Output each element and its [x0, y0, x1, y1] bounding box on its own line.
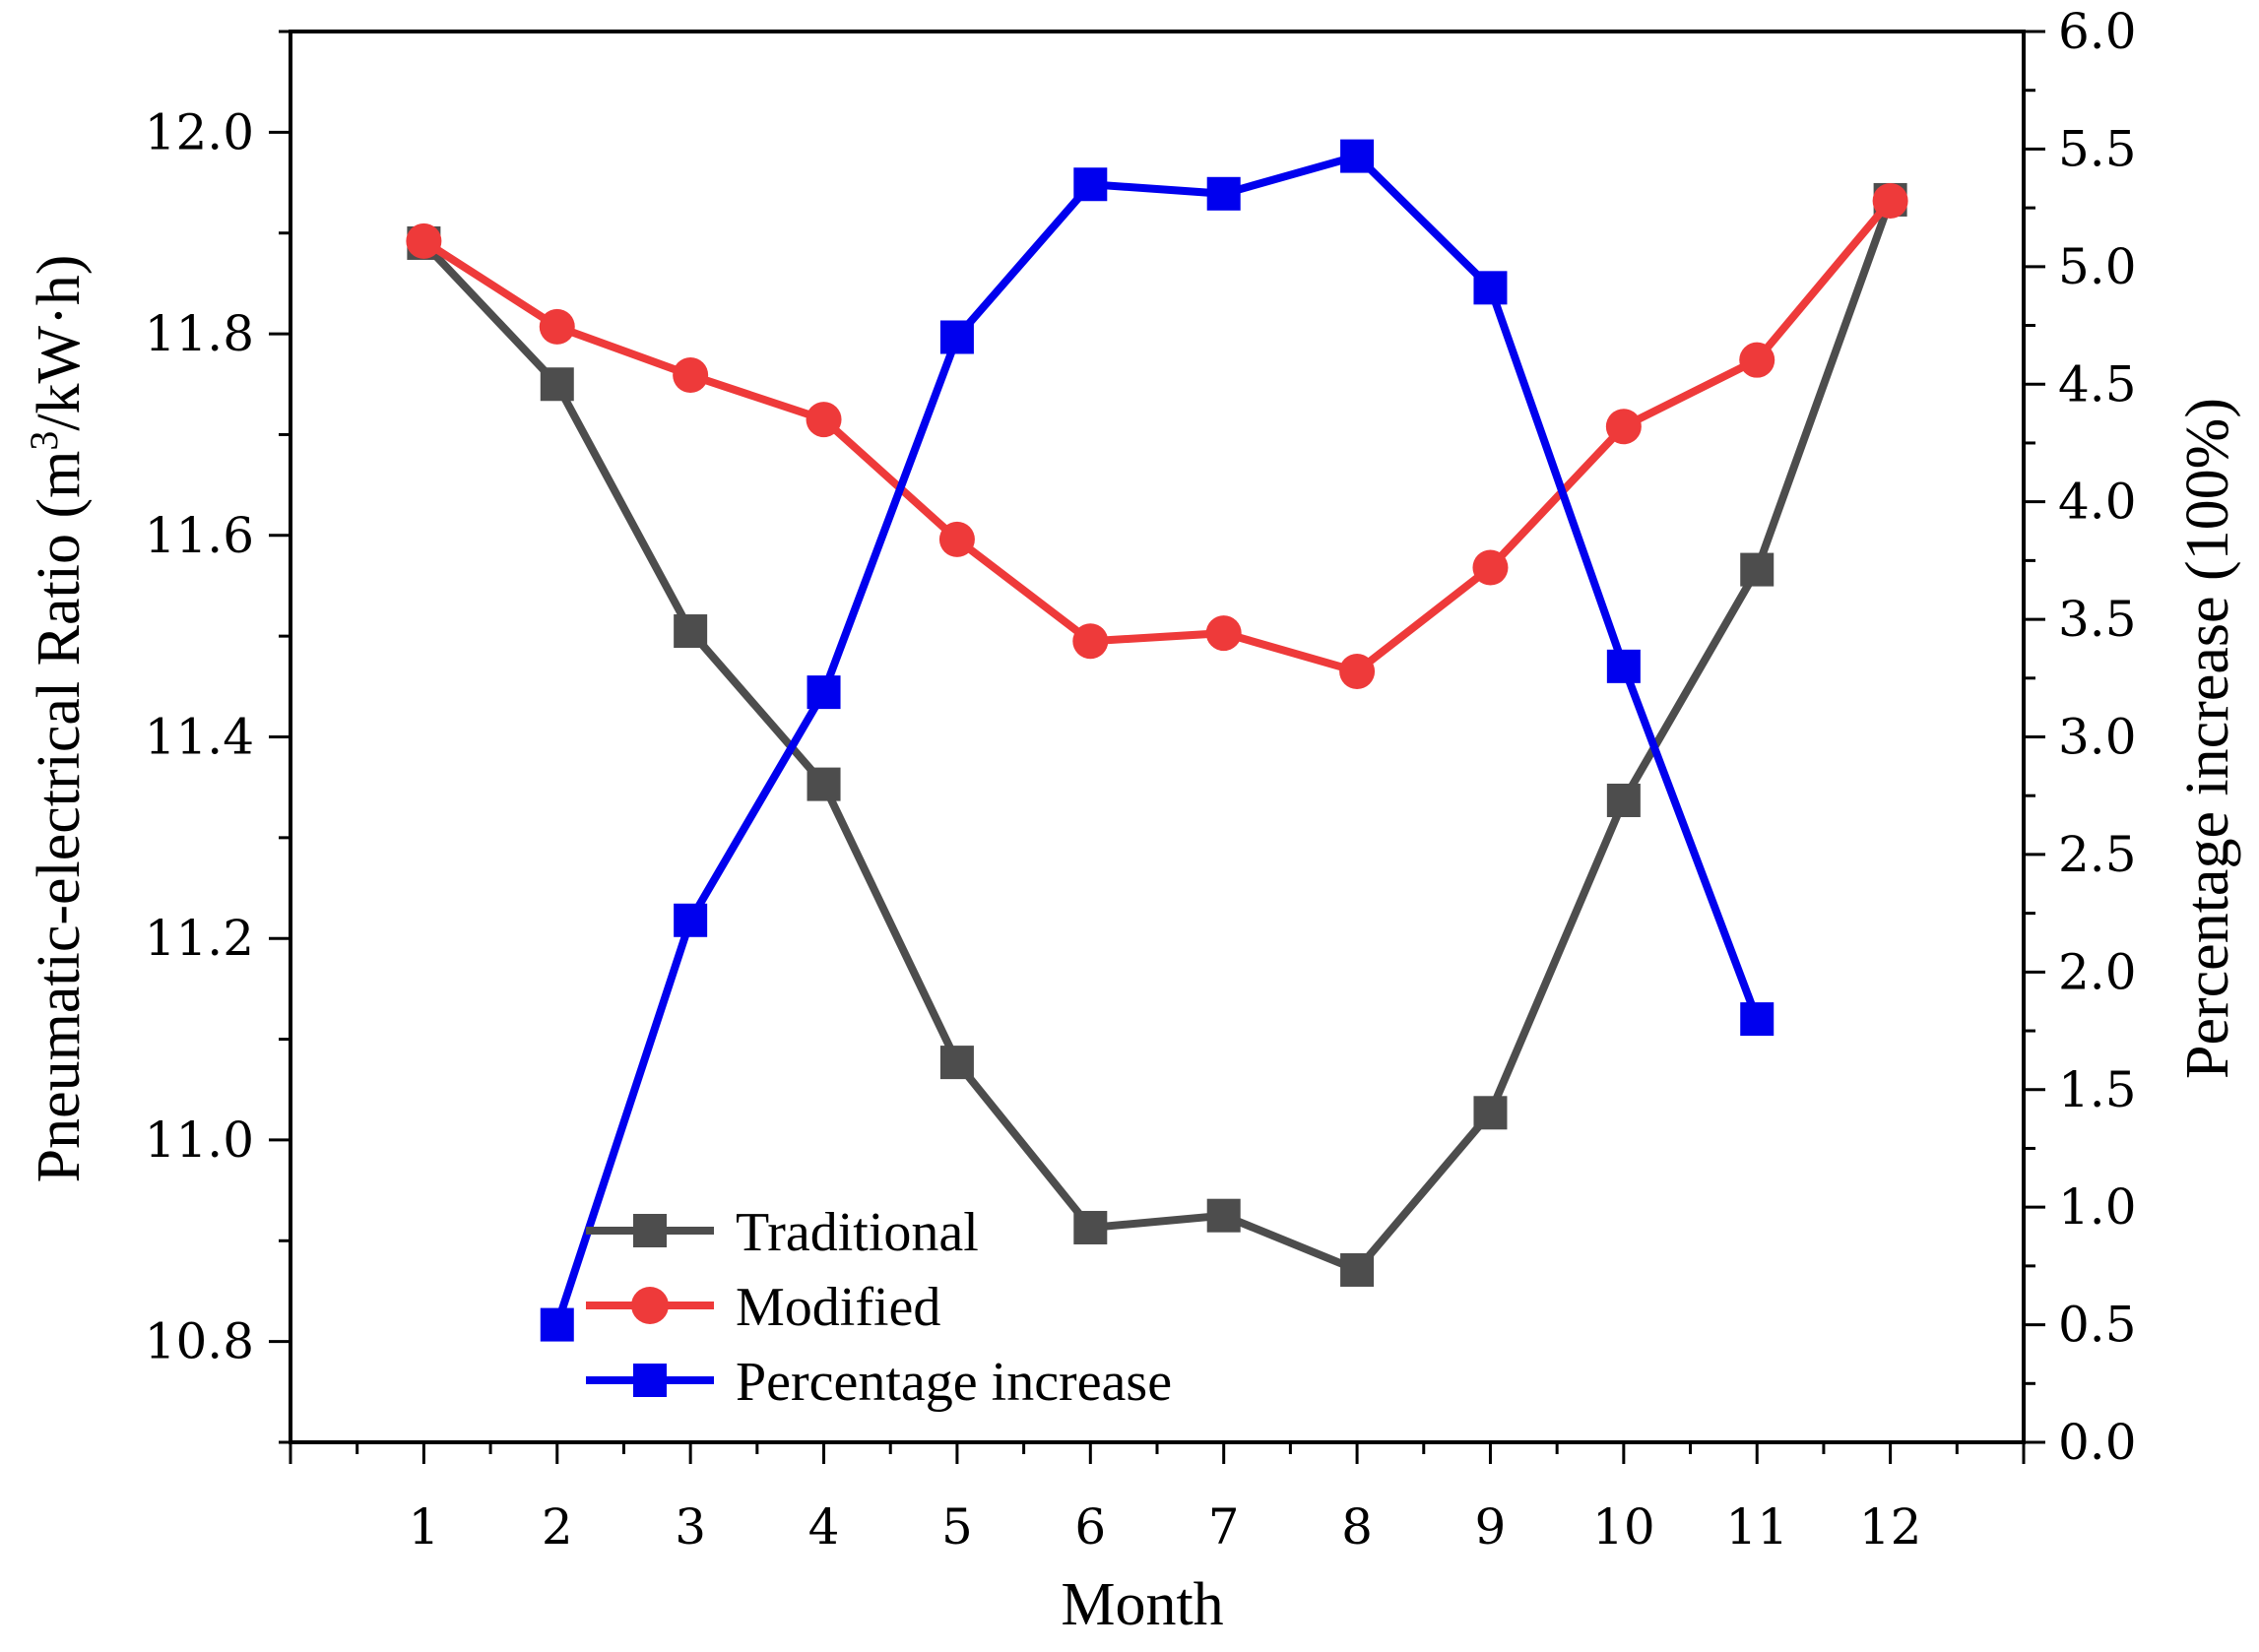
data-point-traditional — [1206, 1198, 1241, 1233]
data-point-percentage-increase — [540, 1307, 574, 1342]
data-point-traditional — [1073, 1210, 1108, 1244]
legend-marker-percentage-increase — [633, 1364, 667, 1397]
data-point-percentage-increase — [1206, 176, 1241, 211]
data-point-traditional — [1606, 783, 1641, 817]
data-point-modified — [673, 357, 709, 394]
series-line-modified — [421, 198, 1894, 676]
left-tick-label: 12.0 — [145, 103, 254, 160]
right-tick-label: 6.0 — [2058, 3, 2137, 60]
x-tick-label: 8 — [1341, 1498, 1373, 1556]
data-point-percentage-increase — [1740, 1002, 1775, 1037]
x-tick-label: 4 — [808, 1498, 840, 1556]
right-tick-label: 2.0 — [2058, 943, 2137, 1000]
data-point-percentage-increase — [1073, 167, 1108, 202]
series-line-traditional — [420, 198, 1895, 1275]
data-point-traditional — [1740, 552, 1775, 587]
left-tick-label: 11.0 — [145, 1112, 254, 1169]
data-point-modified — [1339, 653, 1376, 689]
x-tick-label: 10 — [1592, 1498, 1655, 1556]
right-axis-title: Percentage increase (100%) — [2174, 398, 2241, 1079]
data-point-percentage-increase — [674, 903, 708, 937]
data-point-modified — [1605, 409, 1642, 445]
right-tick-label: 2.5 — [2058, 826, 2137, 883]
data-point-modified — [406, 222, 442, 259]
data-point-traditional — [1340, 1252, 1375, 1287]
series-layer — [406, 139, 1908, 1342]
legend: Traditional Modified Percentage increase — [586, 1202, 1172, 1413]
data-point-traditional — [807, 767, 841, 801]
data-point-modified — [1739, 342, 1775, 378]
x-axis-title: Month — [1061, 1571, 1223, 1638]
data-point-percentage-increase — [807, 675, 841, 710]
data-point-percentage-increase — [939, 320, 974, 354]
legend-item-modified: Modified — [586, 1277, 940, 1338]
left-tick-label: 10.8 — [145, 1313, 254, 1370]
legend-marker-traditional — [633, 1214, 667, 1247]
right-tick-label: 0.5 — [2058, 1297, 2137, 1354]
legend-label-traditional: Traditional — [736, 1202, 979, 1263]
series-line-percentage-increase — [552, 152, 1761, 1326]
data-point-percentage-increase — [1473, 271, 1508, 305]
legend-item-traditional: Traditional — [586, 1202, 979, 1263]
data-point-modified — [806, 402, 842, 438]
x-tick-label: 11 — [1725, 1498, 1788, 1556]
right-tick-label: 5.0 — [2058, 238, 2137, 295]
data-point-modified — [1872, 182, 1908, 219]
data-point-modified — [1472, 549, 1509, 586]
left-tick-label: 11.4 — [145, 709, 254, 766]
x-tick-label: 12 — [1859, 1498, 1922, 1556]
legend-label-modified: Modified — [736, 1277, 940, 1338]
legend-label-percentage-increase: Percentage increase — [736, 1352, 1172, 1413]
data-point-modified — [539, 308, 575, 345]
right-tick-label: 1.0 — [2058, 1178, 2137, 1236]
left-axis-title-sup: 3 — [22, 431, 66, 451]
right-tick-label: 3.0 — [2058, 709, 2137, 766]
right-tick-label: 1.5 — [2058, 1061, 2137, 1118]
data-point-traditional — [540, 367, 574, 402]
x-tick-label: 2 — [542, 1498, 573, 1556]
left-axis-title-post: /kW·h) — [26, 255, 93, 431]
left-tick-label: 11.2 — [145, 910, 254, 967]
x-tick-label: 1 — [408, 1498, 439, 1556]
data-point-modified — [1205, 615, 1242, 652]
data-point-percentage-increase — [1606, 649, 1641, 683]
data-point-traditional — [674, 614, 708, 649]
data-point-percentage-increase — [1340, 139, 1375, 173]
left-tick-label: 11.6 — [145, 507, 254, 564]
left-axis-title: Pneumatic-electrical Ratio (m3/kW·h) — [22, 255, 93, 1183]
left-axis-title-pre: Pneumatic-electrical Ratio (m — [26, 451, 93, 1183]
x-tick-label: 5 — [941, 1498, 973, 1556]
left-tick-label: 11.8 — [145, 305, 254, 362]
right-tick-label: 4.5 — [2058, 355, 2137, 413]
x-tick-label: 6 — [1074, 1498, 1106, 1556]
data-point-modified — [1072, 623, 1109, 660]
x-tick-label: 3 — [675, 1498, 706, 1556]
data-point-traditional — [1473, 1096, 1508, 1130]
right-tick-label: 5.5 — [2058, 120, 2137, 177]
right-tick-label: 4.0 — [2058, 474, 2137, 531]
right-tick-label: 0.0 — [2058, 1414, 2137, 1471]
ticks-layer: 1 2 3 4 5 6 7 8 9 10 11 1210.811.011.211.411.611.81… — [145, 3, 2137, 1556]
legend-item-percentage-increase: Percentage increase — [586, 1352, 1172, 1413]
plot-frame — [289, 30, 2026, 1444]
x-tick-label: 7 — [1208, 1498, 1240, 1556]
right-tick-label: 3.5 — [2058, 591, 2137, 648]
data-point-modified — [938, 521, 975, 557]
data-point-traditional — [939, 1046, 974, 1080]
legend-marker-modified — [631, 1287, 669, 1324]
x-tick-label: 9 — [1475, 1498, 1507, 1556]
